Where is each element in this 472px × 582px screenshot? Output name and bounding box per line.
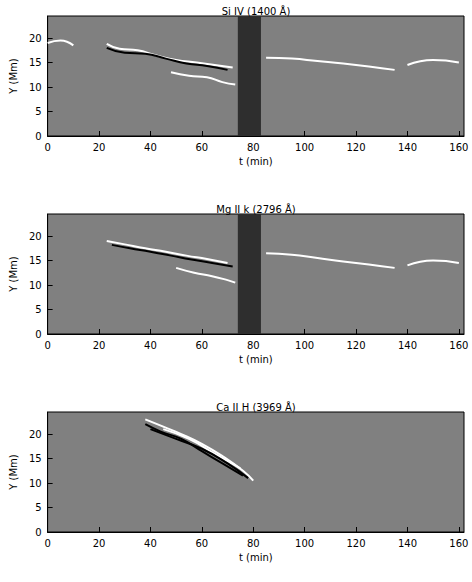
svg-text:140: 140 xyxy=(398,142,417,153)
svg-text:80: 80 xyxy=(247,538,260,549)
svg-text:0: 0 xyxy=(35,329,41,340)
svg-text:t (min): t (min) xyxy=(239,552,273,563)
svg-text:120: 120 xyxy=(347,340,366,351)
svg-text:80: 80 xyxy=(247,142,260,153)
svg-text:20: 20 xyxy=(93,538,106,549)
svg-text:160: 160 xyxy=(449,340,468,351)
svg-text:120: 120 xyxy=(347,142,366,153)
svg-text:10: 10 xyxy=(29,82,42,93)
svg-text:160: 160 xyxy=(449,538,468,549)
svg-text:t (min): t (min) xyxy=(239,354,273,365)
svg-text:40: 40 xyxy=(144,340,157,351)
svg-text:0: 0 xyxy=(44,340,50,351)
svg-text:40: 40 xyxy=(144,142,157,153)
svg-text:Mg II k (2796 Å): Mg II k (2796 Å) xyxy=(216,203,296,215)
svg-text:Si IV (1400 Å): Si IV (1400 Å) xyxy=(222,5,291,17)
svg-text:100: 100 xyxy=(295,340,314,351)
svg-text:5: 5 xyxy=(35,502,41,513)
svg-text:15: 15 xyxy=(29,57,42,68)
svg-text:Y (Mm): Y (Mm) xyxy=(8,58,19,95)
svg-text:60: 60 xyxy=(195,538,208,549)
svg-text:40: 40 xyxy=(144,538,157,549)
svg-text:20: 20 xyxy=(93,340,106,351)
svg-text:0: 0 xyxy=(35,527,41,538)
svg-text:140: 140 xyxy=(398,538,417,549)
svg-text:100: 100 xyxy=(295,538,314,549)
svg-text:140: 140 xyxy=(398,340,417,351)
svg-text:5: 5 xyxy=(35,304,41,315)
svg-text:20: 20 xyxy=(29,429,42,440)
svg-text:20: 20 xyxy=(29,231,42,242)
svg-text:100: 100 xyxy=(295,142,314,153)
svg-text:20: 20 xyxy=(93,142,106,153)
svg-text:0: 0 xyxy=(35,131,41,142)
svg-text:t (min): t (min) xyxy=(239,156,273,167)
svg-text:60: 60 xyxy=(195,340,208,351)
svg-text:15: 15 xyxy=(29,453,42,464)
svg-text:Y (Mm): Y (Mm) xyxy=(8,256,19,293)
svg-text:20: 20 xyxy=(29,33,42,44)
svg-text:5: 5 xyxy=(35,106,41,117)
svg-text:Ca II H (3969 Å): Ca II H (3969 Å) xyxy=(216,401,295,413)
svg-text:160: 160 xyxy=(449,142,468,153)
svg-text:Y (Mm): Y (Mm) xyxy=(8,454,19,491)
svg-text:80: 80 xyxy=(247,340,260,351)
svg-text:10: 10 xyxy=(29,478,42,489)
svg-text:15: 15 xyxy=(29,255,42,266)
svg-text:0: 0 xyxy=(44,142,50,153)
svg-text:0: 0 xyxy=(44,538,50,549)
svg-text:60: 60 xyxy=(195,142,208,153)
svg-text:120: 120 xyxy=(347,538,366,549)
svg-text:10: 10 xyxy=(29,280,42,291)
